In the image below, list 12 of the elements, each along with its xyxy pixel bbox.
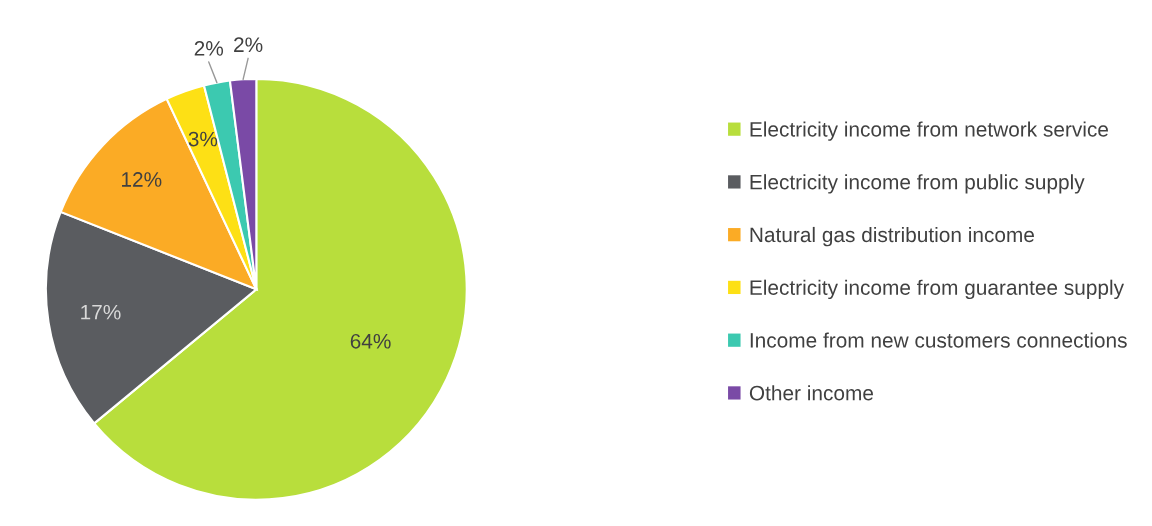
data-label: 64% xyxy=(350,333,391,349)
data-label: 12% xyxy=(122,172,162,187)
legend-label: Natural gas distribution income xyxy=(750,226,1034,247)
legend-label: Electricity income from network service xyxy=(750,121,1108,141)
data-label: 2% xyxy=(194,40,224,56)
data-label: 17% xyxy=(81,304,121,320)
legend-label: Electricity income from public supply xyxy=(750,174,1085,194)
data-label: 2% xyxy=(234,37,263,53)
legend-label: Income from new customers connections xyxy=(750,332,1127,348)
data-label: 3% xyxy=(188,131,218,147)
legend-label: Electricity income from guarantee supply xyxy=(750,279,1125,300)
legend-label: Other income xyxy=(749,385,874,401)
